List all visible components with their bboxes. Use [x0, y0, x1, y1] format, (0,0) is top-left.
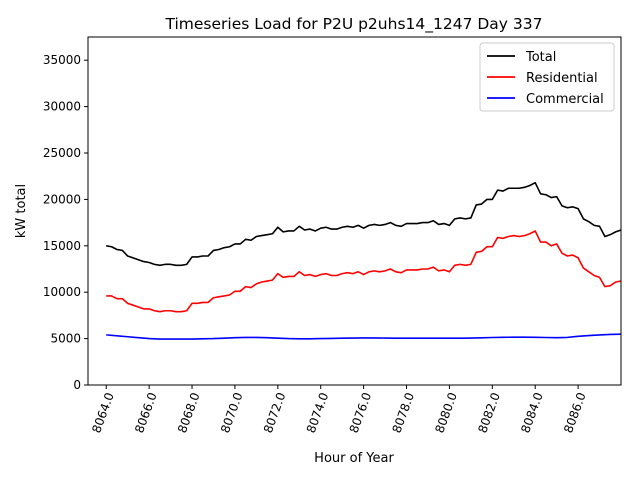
y-tick-label: 20000: [43, 192, 81, 206]
y-tick-label: 25000: [43, 146, 81, 160]
x-axis-label: Hour of Year: [314, 451, 394, 466]
y-tick-label: 15000: [43, 239, 81, 253]
chart-title: Timeseries Load for P2U p2uhs14_1247 Day…: [165, 15, 543, 34]
y-axis-label: kW total: [14, 184, 29, 238]
legend-box: [479, 42, 615, 112]
series-line-commercial: [106, 333, 622, 340]
legend: Total Residential Commercial: [479, 42, 615, 112]
y-tick-label: 35000: [43, 53, 81, 67]
legend-label-total: Total: [525, 50, 556, 65]
y-tick-label: 10000: [43, 285, 81, 299]
legend-label-residential: Residential: [526, 71, 598, 86]
y-tick-label: 5000: [50, 332, 81, 346]
y-tick-label: 0: [73, 378, 81, 392]
legend-label-commercial: Commercial: [526, 92, 604, 107]
y-axis: 0 5000 10000 15000 20000 25000 30000 35000: [43, 53, 88, 392]
series-layer: [106, 181, 622, 340]
series-line-residential: [106, 230, 622, 313]
y-tick-label: 30000: [43, 100, 81, 114]
plot-frame: [87, 36, 622, 386]
series-line-total: [106, 181, 622, 267]
